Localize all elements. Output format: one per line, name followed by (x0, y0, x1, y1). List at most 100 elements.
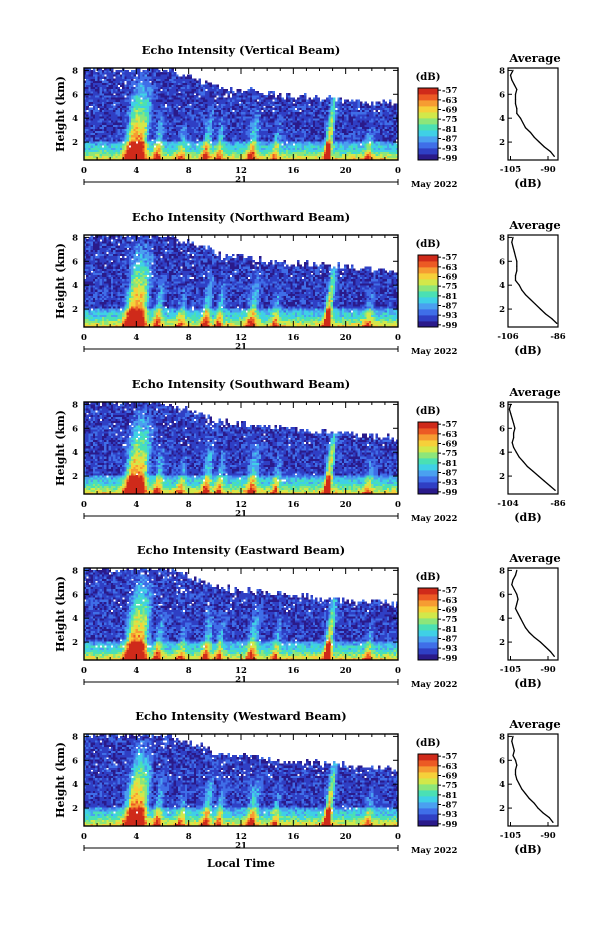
heatmap-cell (203, 120, 206, 122)
heatmap-cell (165, 78, 168, 80)
heatmap-cell (194, 133, 197, 135)
heatmap-cell (335, 120, 338, 122)
heatmap-cell (367, 129, 370, 131)
heatmap-cell (210, 106, 213, 108)
heatmap-cell (335, 145, 338, 147)
heatmap-cell (275, 97, 278, 99)
heatmap-cell (308, 97, 311, 99)
heatmap-cell (234, 99, 237, 101)
heatmap-cell (167, 154, 170, 156)
heatmap-cell (187, 91, 190, 93)
heatmap-cell (288, 152, 291, 154)
heatmap-cell (183, 112, 186, 114)
heatmap-cell (225, 147, 228, 149)
heatmap-cell (145, 104, 148, 106)
heatmap-cell (91, 87, 94, 89)
heatmap-cell (382, 110, 385, 112)
heatmap-cell (154, 89, 157, 91)
heatmap-cell (315, 106, 318, 108)
heatmap-cell (389, 139, 392, 141)
heatmap-cell (147, 124, 150, 126)
heatmap-cell (156, 145, 159, 147)
heatmap-cell (104, 139, 107, 141)
heatmap-cell (122, 122, 125, 124)
heatmap-cell (304, 145, 307, 147)
heatmap-cell (272, 104, 275, 106)
heatmap-cell (286, 116, 289, 118)
heatmap-cell (385, 101, 388, 103)
heatmap-cell (263, 156, 266, 158)
heatmap-cell (228, 120, 231, 122)
heatmap-cell (254, 124, 257, 126)
heatmap-cell (136, 114, 139, 116)
heatmap-cell (394, 156, 397, 158)
heatmap-cell (295, 106, 298, 108)
heatmap-cell (228, 112, 231, 114)
heatmap-cell (228, 122, 231, 124)
heatmap-cell (124, 74, 127, 76)
heatmap-cell (192, 141, 195, 143)
heatmap-cell (281, 156, 284, 158)
heatmap-cell (88, 81, 91, 83)
heatmap-cell (380, 133, 383, 135)
heatmap-cell (205, 147, 208, 149)
heatmap-cell (109, 97, 112, 99)
heatmap-cell (194, 129, 197, 131)
heatmap-cell (176, 99, 179, 101)
heatmap-cell (151, 104, 154, 106)
heatmap-cell (205, 83, 208, 85)
heatmap-cell (210, 89, 213, 91)
heatmap-cell (136, 137, 139, 139)
heatmap-cell (232, 116, 235, 118)
heatmap-cell (133, 89, 136, 91)
heatmap-cell (378, 122, 381, 124)
heatmap-cell (228, 93, 231, 95)
heatmap-cell (355, 137, 358, 139)
heatmap-cell (145, 83, 148, 85)
heatmap-cell (243, 137, 246, 139)
heatmap-cell (322, 118, 325, 120)
heatmap-cell (192, 95, 195, 97)
heatmap-cell (259, 129, 262, 131)
heatmap-cell (270, 118, 273, 120)
heatmap-cell (270, 143, 273, 145)
heatmap-cell (97, 70, 100, 72)
heatmap-cell (259, 147, 262, 149)
heatmap-cell (394, 135, 397, 137)
heatmap-cell (362, 133, 365, 135)
heatmap-cell (286, 95, 289, 97)
heatmap-cell (337, 133, 340, 135)
heatmap-cell (131, 93, 134, 95)
heatmap-cell (223, 108, 226, 110)
heatmap-cell (308, 152, 311, 154)
heatmap-cell (304, 135, 307, 137)
heatmap-cell (165, 135, 168, 137)
heatmap-cell (171, 143, 174, 145)
heatmap-cell (100, 154, 103, 156)
heatmap-cell (243, 93, 246, 95)
heatmap-cell (355, 133, 358, 135)
heatmap-cell (142, 97, 145, 99)
heatmap-cell (120, 154, 123, 156)
heatmap-cell (104, 133, 107, 135)
heatmap-cell (275, 133, 278, 135)
heatmap-cell (263, 101, 266, 103)
heatmap-cell (270, 141, 273, 143)
heatmap-cell (196, 85, 199, 87)
heatmap-cell (97, 81, 100, 83)
heatmap-cell (187, 152, 190, 154)
heatmap-cell (111, 137, 114, 139)
heatmap-cell (91, 83, 94, 85)
heatmap-cell (232, 108, 235, 110)
heatmap-cell (219, 101, 222, 103)
heatmap-cell (158, 95, 161, 97)
heatmap-cell (212, 150, 215, 152)
heatmap-cell (165, 133, 168, 135)
heatmap-cell (156, 114, 159, 116)
heatmap-cell (124, 137, 127, 139)
heatmap-cell (295, 133, 298, 135)
heatmap-cell (207, 133, 210, 135)
heatmap-cell (250, 120, 253, 122)
heatmap-cell (196, 131, 199, 133)
heatmap-cell (158, 70, 161, 72)
